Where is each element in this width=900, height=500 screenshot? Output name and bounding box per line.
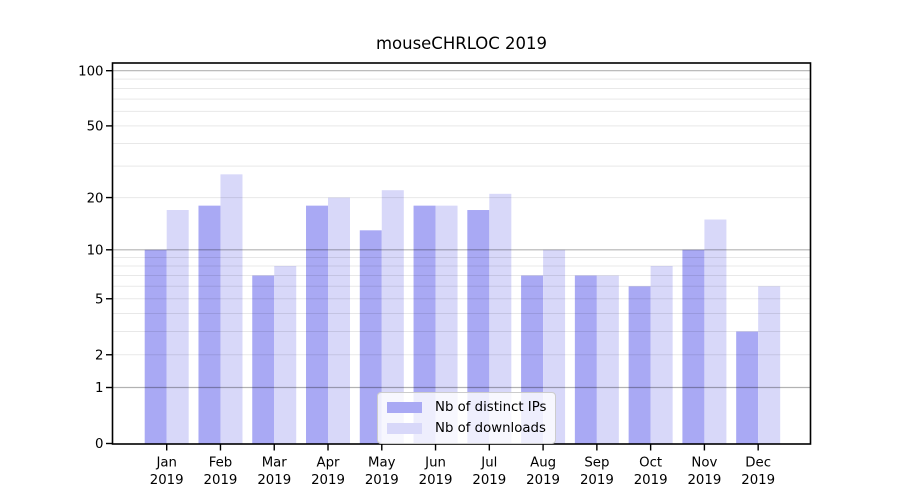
x-tick-label-jun: Jun 2019 <box>419 456 453 489</box>
bar-downloads-sep <box>596 275 619 444</box>
legend: Nb of distinct IPs Nb of downloads <box>377 392 557 444</box>
legend-label-downloads: Nb of downloads <box>435 421 546 436</box>
bar-downloads-jan <box>166 210 189 444</box>
bar-ips-jun <box>413 205 436 444</box>
x-tick-label-jul: Jul 2019 <box>472 456 506 489</box>
legend-swatch-downloads <box>387 423 422 434</box>
bar-ips-nov <box>682 249 705 444</box>
y-tick-label: 10 <box>87 244 104 259</box>
plot-border <box>111 62 812 445</box>
y-tick-label: 20 <box>87 191 104 206</box>
legend-entry-distinct-ips: Nb of distinct IPs <box>387 400 546 415</box>
x-tick-label-may: May 2019 <box>365 456 399 489</box>
x-tick-label-dec: Dec 2019 <box>741 456 775 489</box>
y-tick-label: 50 <box>87 120 104 135</box>
bar-downloads-feb <box>220 174 243 444</box>
bar-ips-mar <box>252 275 275 444</box>
bar-ips-oct <box>628 286 651 444</box>
bar-downloads-apr <box>328 197 351 444</box>
legend-entry-downloads: Nb of downloads <box>387 421 546 436</box>
x-axis: Jan 2019 Feb 2019 Mar 2019 Apr 2019 May 2019 Jun 20… <box>150 444 775 488</box>
chart-title: mouseCHRLOC 2019 <box>375 34 548 53</box>
legend-swatch-distinct-ips <box>387 402 422 413</box>
bar-downloads-jun <box>435 205 458 444</box>
bar-downloads-mar <box>274 266 297 444</box>
bar-downloads-may <box>381 190 404 444</box>
y-tick-label: 1 <box>95 381 103 396</box>
bars-downloads <box>166 174 781 444</box>
bar-ips-jul <box>467 210 490 444</box>
x-tick-label-sep: Sep 2019 <box>580 456 614 489</box>
bars-distinct-ips <box>144 205 759 444</box>
bar-ips-sep <box>574 275 597 444</box>
gridlines <box>112 70 811 389</box>
bar-downloads-dec <box>758 286 781 444</box>
x-tick-label-mar: Mar 2019 <box>257 456 291 489</box>
bar-downloads-nov <box>704 219 727 444</box>
y-tick-label: 0 <box>95 437 103 452</box>
bar-ips-apr <box>306 205 329 444</box>
x-tick-label-jan: Jan 2019 <box>150 456 184 489</box>
x-tick-label-oct: Oct 2019 <box>634 456 668 489</box>
bar-ips-dec <box>736 331 759 444</box>
legend-label-distinct-ips: Nb of distinct IPs <box>435 400 547 415</box>
bar-ips-may <box>359 230 382 444</box>
y-tick-label: 100 <box>78 64 103 79</box>
bar-ips-jan <box>144 249 167 444</box>
bar-ips-feb <box>198 205 221 444</box>
y-tick-label: 5 <box>95 292 103 307</box>
bar-downloads-jul <box>489 193 512 444</box>
bar-downloads-oct <box>650 266 673 444</box>
y-tick-label: 2 <box>95 348 103 363</box>
x-tick-label-feb: Feb 2019 <box>204 456 238 489</box>
x-tick-label-aug: Aug 2019 <box>526 456 560 489</box>
x-tick-label-nov: Nov 2019 <box>687 456 721 489</box>
x-tick-label-apr: Apr 2019 <box>311 456 345 489</box>
